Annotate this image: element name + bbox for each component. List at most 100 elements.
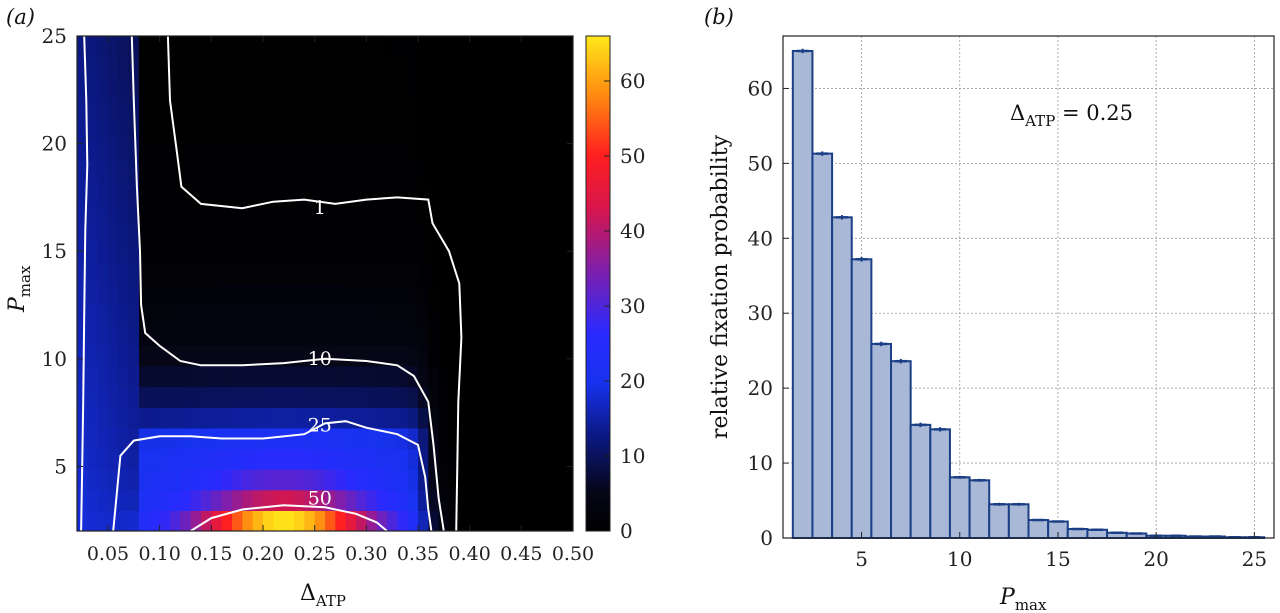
heatmap-cell xyxy=(170,36,181,58)
heatmap-cell xyxy=(149,221,161,243)
heatmap-cell xyxy=(263,262,274,285)
heatmap-cell xyxy=(108,201,119,223)
heatmap-cell xyxy=(77,201,88,223)
heatmap-cell xyxy=(428,324,440,346)
contour-line-10 xyxy=(130,36,445,531)
heatmap-cell xyxy=(273,448,285,470)
heatmap-cell xyxy=(418,201,429,223)
heatmap-cell xyxy=(356,448,367,470)
heatmap-cell xyxy=(562,118,573,140)
heatmap-cell xyxy=(345,489,357,511)
heatmap-cell xyxy=(170,366,181,388)
heatmap-cell xyxy=(387,221,398,243)
colorbar-tick-label: 30 xyxy=(620,294,645,318)
heatmap-cell xyxy=(232,469,243,491)
heatmap-cell xyxy=(480,489,491,511)
heatmap-cell xyxy=(149,469,161,491)
histogram-bar xyxy=(791,49,814,540)
heatmap-cell xyxy=(449,159,460,181)
heatmap-cell xyxy=(531,407,543,429)
heatmap-x-tick-label: 0.10 xyxy=(139,543,181,565)
heatmap-cell xyxy=(356,407,367,429)
heatmap-cell xyxy=(190,36,202,58)
heatmap-cell xyxy=(335,77,347,99)
heatmap-cell xyxy=(294,448,305,470)
heatmap-cell xyxy=(314,36,326,58)
heatmap-cell xyxy=(500,97,512,120)
heatmap-cell xyxy=(376,77,388,99)
heatmap-cell xyxy=(459,489,471,511)
heatmap-cell xyxy=(221,221,233,243)
heatmap-cell xyxy=(118,201,130,223)
heatmap-cell xyxy=(407,345,419,367)
heatmap-cell xyxy=(449,324,460,346)
heatmap-cell xyxy=(180,427,192,450)
heatmap-cell xyxy=(387,201,398,223)
heatmap-cell xyxy=(376,97,388,120)
heatmap-cell xyxy=(335,489,347,511)
heatmap-cell xyxy=(562,407,573,429)
heatmap-cell xyxy=(170,345,181,367)
heatmap-cell xyxy=(562,180,573,202)
heatmap-cell xyxy=(521,262,533,285)
heatmap-cell xyxy=(428,489,440,511)
heatmap-cell xyxy=(180,304,192,326)
histogram-bar xyxy=(890,360,912,539)
heatmap-cell xyxy=(170,221,181,243)
heatmap-cell xyxy=(562,221,573,243)
heatmap-cell xyxy=(490,56,502,78)
heatmap-cell xyxy=(521,56,533,78)
heatmap-cell xyxy=(294,283,305,305)
heatmap-cell xyxy=(438,262,450,285)
heatmap-cell xyxy=(531,324,543,346)
heatmap-cell xyxy=(221,159,233,181)
heatmap-cell xyxy=(159,304,171,326)
heatmap-cell xyxy=(459,118,471,140)
heatmap-cell xyxy=(397,304,409,326)
heatmap-cell xyxy=(356,324,367,346)
heatmap-cell xyxy=(232,97,243,120)
heatmap-cell xyxy=(387,118,398,140)
heatmap-cell xyxy=(232,345,243,367)
heatmap-cell xyxy=(263,139,274,161)
heatmap-cell xyxy=(469,345,481,367)
heatmap-cell xyxy=(263,201,274,223)
heatmap-cell xyxy=(314,221,326,243)
heatmap-cell xyxy=(108,36,119,58)
heatmap-cell xyxy=(552,201,564,223)
heatmap-cell xyxy=(418,489,429,511)
heatmap-cell xyxy=(325,489,336,511)
heatmap-cell xyxy=(128,324,140,346)
heatmap-cell xyxy=(304,242,316,264)
heatmap-cell xyxy=(345,427,357,450)
heatmap-cell xyxy=(170,77,181,99)
heatmap-cell xyxy=(490,324,502,346)
heatmap-cell xyxy=(345,510,357,531)
heatmap-cell xyxy=(232,242,243,264)
heatmap-cell xyxy=(480,366,491,388)
contour-lines xyxy=(80,36,463,531)
heatmap-cell xyxy=(180,242,192,264)
heatmap-cell xyxy=(521,139,533,161)
heatmap-cell xyxy=(387,489,398,511)
heatmap-cell xyxy=(542,386,553,408)
heatmap-cell xyxy=(428,180,440,202)
heatmap-cell xyxy=(511,469,522,491)
heatmap-cell xyxy=(221,139,233,161)
heatmap-cell xyxy=(521,324,533,346)
heatmap-cell xyxy=(552,469,564,491)
heatmap-cell xyxy=(201,427,212,450)
heatmap-cell xyxy=(139,324,150,346)
heatmap-cell xyxy=(283,97,295,120)
heatmap-cell xyxy=(521,345,533,367)
heatmap-cell xyxy=(77,159,88,181)
heatmap-cell xyxy=(159,56,171,78)
heatmap-cell xyxy=(366,386,378,408)
heatmap-cell xyxy=(190,139,202,161)
heatmap-cell xyxy=(87,345,99,367)
heatmap-cell xyxy=(469,77,481,99)
colorbar-tick-label: 50 xyxy=(620,144,645,168)
heatmap-cell xyxy=(480,407,491,429)
